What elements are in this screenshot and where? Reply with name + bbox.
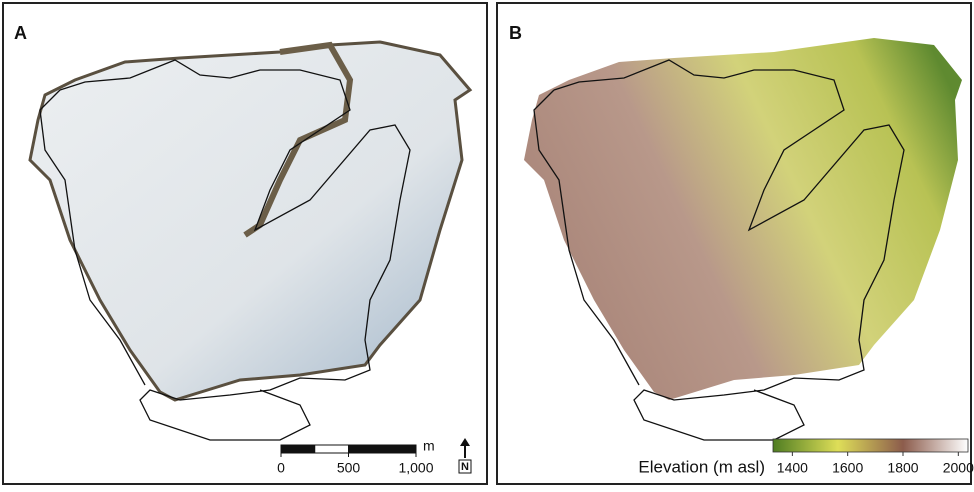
panel-label: A xyxy=(14,23,27,43)
colorbar xyxy=(773,439,968,452)
scale-segment xyxy=(349,445,417,453)
colorbar-tick-label: 1400 xyxy=(777,460,808,476)
panel-b-map xyxy=(524,38,962,440)
scale-tick-label: 500 xyxy=(337,460,361,476)
north-arrow-head xyxy=(460,438,470,446)
colorbar-tick-label: 1600 xyxy=(832,460,863,476)
figure: A B m N Elevation (m asl) 0 500 1,000 1400 1… xyxy=(0,0,974,487)
scale-tick-label: 1,000 xyxy=(398,460,433,476)
scale-segment xyxy=(315,445,349,453)
colorbar-tick-label: 1800 xyxy=(887,460,918,476)
orthomosaic xyxy=(30,42,470,400)
panel-a-map xyxy=(30,42,470,440)
colorbar-label: Elevation (m asl) xyxy=(638,457,765,476)
colorbar-tick-label: 2000 xyxy=(943,460,974,476)
scale-unit: m xyxy=(423,438,435,454)
elevation-model xyxy=(524,38,962,400)
scale-tick-label: 0 xyxy=(277,460,285,476)
panel-label: B xyxy=(509,23,522,43)
north-label: N xyxy=(461,461,469,473)
scale-segment xyxy=(281,445,315,453)
